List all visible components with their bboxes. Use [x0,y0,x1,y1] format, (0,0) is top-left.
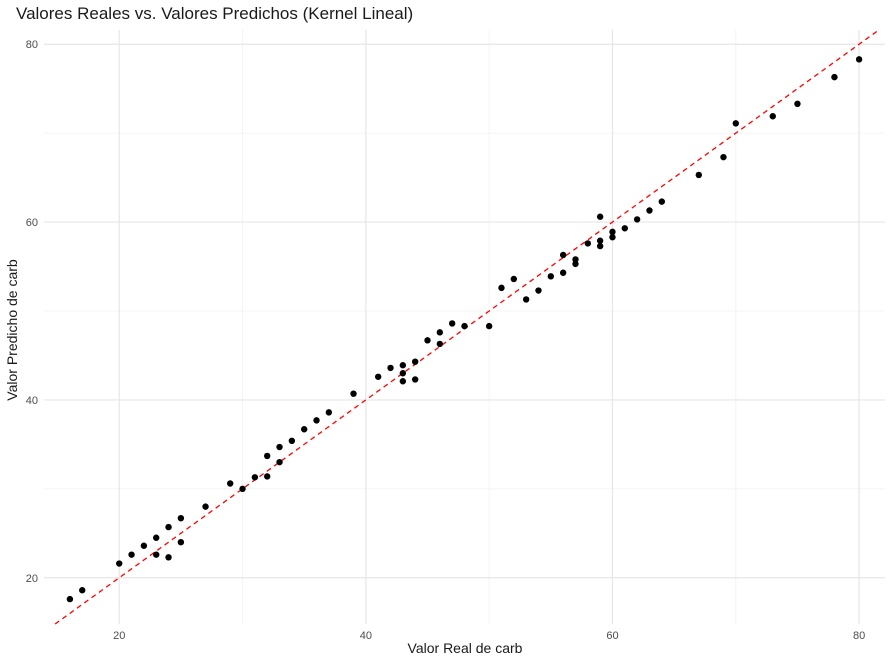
x-tick-label: 20 [113,630,125,642]
data-point [116,560,123,567]
y-tick-label: 80 [26,39,38,51]
data-point [399,378,407,385]
data-point [165,554,172,561]
data-point [313,417,320,424]
y-axis-ticks: 20 40 60 80 [26,39,38,585]
data-point [276,443,283,451]
data-point [794,100,801,108]
data-point [769,113,776,120]
data-point [572,256,579,263]
chart-title: Valores Reales vs. Valores Predichos (Ke… [16,4,414,23]
data-point [263,473,271,480]
data-point [424,337,431,344]
y-tick-label: 40 [26,395,38,407]
data-point [609,233,616,241]
data-point [609,228,616,236]
data-point [461,322,468,330]
data-point [584,240,592,247]
data-point [485,322,493,330]
data-point [831,73,838,81]
data-point [448,320,456,327]
data-point [621,225,629,232]
data-point [66,595,74,603]
x-tick-label: 80 [853,630,865,642]
data-point [498,284,505,292]
data-point [411,358,419,365]
data-point [276,458,283,466]
data-point [239,485,246,493]
data-point [251,474,259,481]
data-point [399,370,407,377]
y-tick-label: 20 [26,573,38,585]
data-point [202,503,209,510]
data-point [658,198,666,205]
data-point [522,296,530,303]
data-point [572,260,579,268]
data-point [300,426,308,433]
data-point [732,120,739,127]
data-point [596,242,604,250]
data-point [399,362,407,369]
data-point [510,275,518,283]
data-point [177,514,185,522]
data-point [596,237,604,244]
data-point [350,390,357,397]
major-gridlines [44,30,885,624]
y-axis-title: Valor Predicho de carb [4,259,20,401]
x-tick-label: 40 [360,630,372,642]
data-point [153,551,160,558]
data-points [66,56,863,603]
data-point [646,207,653,214]
data-point [559,269,567,276]
x-axis-title: Valor Real de carb [408,640,523,656]
data-point [559,251,567,259]
data-point [387,364,394,372]
data-point [695,171,702,179]
x-axis-ticks: 20 40 60 80 [113,630,865,642]
data-point [411,376,419,383]
data-point [140,542,148,549]
data-point [288,437,296,445]
data-point [227,480,234,487]
data-point [633,216,641,223]
data-point [436,329,444,336]
data-point [436,340,444,348]
data-point [596,213,604,220]
data-point [128,551,135,558]
data-point [325,409,333,416]
data-point [720,153,727,161]
data-point [165,523,172,531]
data-point [153,534,160,541]
data-point [855,56,863,63]
data-point [79,587,86,594]
y-tick-label: 60 [26,217,38,229]
data-point [535,287,542,294]
data-point [547,273,555,280]
data-point [263,452,271,460]
data-point [374,373,382,380]
x-tick-label: 60 [606,630,618,642]
data-point [177,538,185,546]
